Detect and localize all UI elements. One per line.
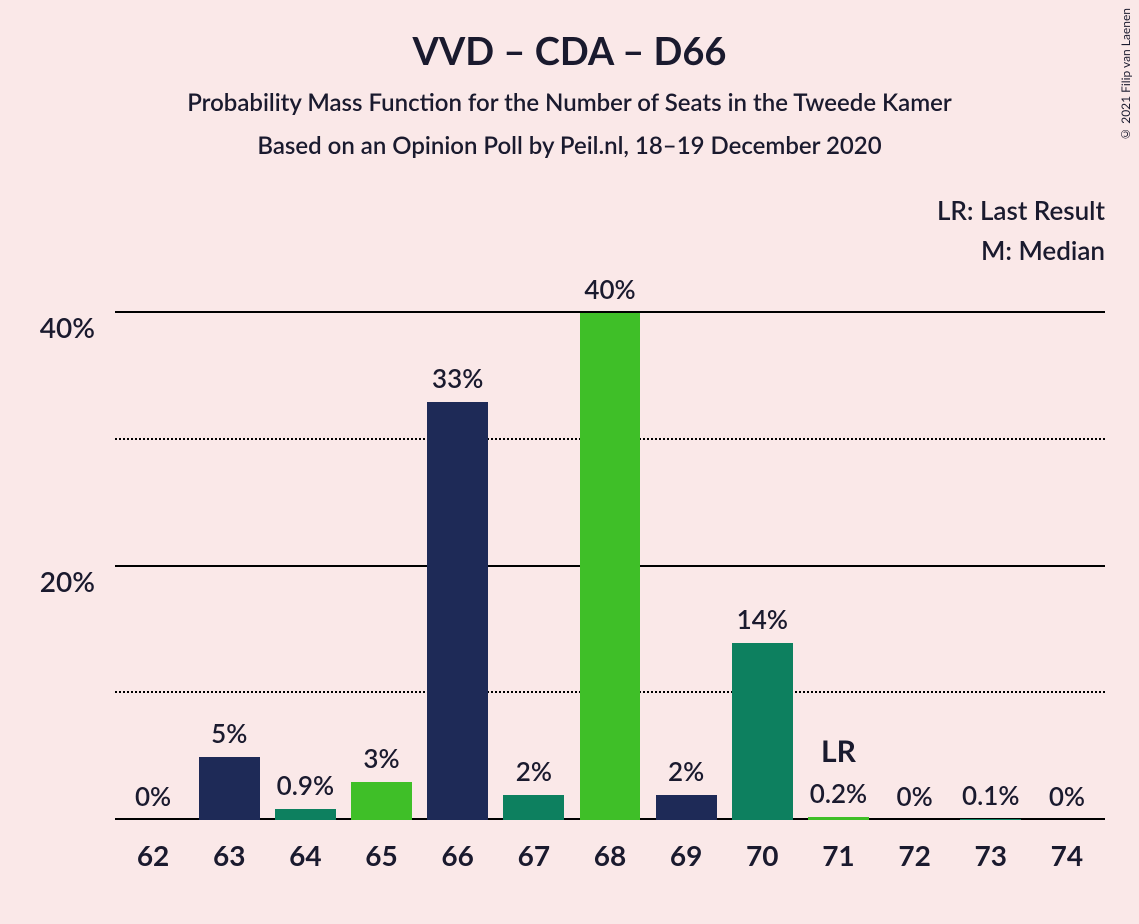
chart-subtitle-1: Probability Mass Function for the Number… [0,88,1139,117]
bar: 33% [427,402,488,820]
bar-slot: 0.1%73 [953,250,1029,820]
x-axis-tick-label: 66 [441,838,473,872]
x-axis-tick-label: 69 [670,838,702,872]
chart-subtitle-2: Based on an Opinion Poll by Peil.nl, 18–… [0,131,1139,160]
bar: 2% [656,795,717,820]
x-axis-tick-label: 64 [289,838,321,872]
bar-slot: 0.9%64 [267,250,343,820]
bar-slot: 33%66 [420,250,496,820]
x-axis-tick-label: 68 [594,838,626,872]
x-axis-tick-label: 73 [975,838,1007,872]
bar: 0.9% [275,809,336,820]
bar-slot: 5%63 [191,250,267,820]
bar-value-label: 40% [584,273,635,305]
bar: 0.2% [808,817,869,820]
bar: 3% [351,782,412,820]
bar-slot: 2%67 [496,250,572,820]
bar: 40% [580,313,641,820]
bar-value-label: 3% [363,742,399,774]
bar-value-label: 2% [668,755,704,787]
plot-region: 20%40%0%625%630.9%643%6533%662%67M40%682… [115,250,1105,820]
bar-value-label: 2% [516,755,552,787]
bar-value-label: 0.2% [810,777,867,809]
bar-slot: LR0.2%71 [800,250,876,820]
bar-slot: 3%65 [343,250,419,820]
bar: 14% [732,643,793,820]
x-axis-tick-label: 70 [746,838,778,872]
x-axis-tick-label: 65 [365,838,397,872]
copyright-text: © 2021 Filip van Laenen [1118,8,1133,142]
bar-slot: 0%62 [115,250,191,820]
bar-value-label: 0% [135,780,171,812]
bar-slot: 0%72 [877,250,953,820]
bar: 0.1% [960,819,1021,820]
bar-slot: M40%68 [572,250,648,820]
x-axis-tick-label: 74 [1051,838,1083,872]
x-axis-tick-label: 63 [213,838,245,872]
chart-area: LR: Last Result M: Median 20%40%0%625%63… [115,250,1105,820]
chart-title: VVD – CDA – D66 [0,0,1139,74]
x-axis-tick-label: 72 [898,838,930,872]
bar: 2% [503,795,564,820]
bar-value-label: 33% [432,362,483,394]
bar-slot: 2%69 [648,250,724,820]
bar-value-label: 5% [211,717,247,749]
bar-slot: 14%70 [724,250,800,820]
bar: 5% [199,757,260,820]
y-axis-tick-label: 40% [40,310,95,344]
x-axis-tick-label: 62 [137,838,169,872]
bar-value-label: 0.9% [277,769,334,801]
legend-lr: LR: Last Result [937,190,1105,230]
bar-value-label: 0% [1049,780,1085,812]
y-axis-tick-label: 20% [40,564,95,598]
last-result-marker: LR [821,733,856,769]
bar-slot: 0%74 [1029,250,1105,820]
bar-value-label: 0.1% [962,779,1019,811]
bar-value-label: 14% [737,603,788,635]
x-axis-tick-label: 67 [518,838,550,872]
bar-value-label: 0% [897,780,933,812]
x-axis-tick-label: 71 [822,838,854,872]
